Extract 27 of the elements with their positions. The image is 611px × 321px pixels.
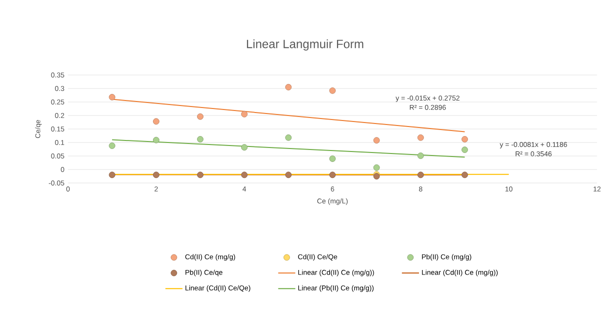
point bbox=[241, 172, 248, 178]
point bbox=[329, 87, 336, 94]
point bbox=[285, 172, 292, 178]
point bbox=[152, 172, 160, 178]
point bbox=[373, 137, 380, 144]
point bbox=[462, 136, 468, 142]
point bbox=[417, 152, 424, 159]
point bbox=[373, 164, 380, 171]
point bbox=[197, 136, 204, 142]
point bbox=[462, 172, 468, 178]
point bbox=[197, 113, 204, 120]
point bbox=[329, 155, 336, 162]
chart-title: Linear Langmuir Form bbox=[246, 39, 364, 51]
point bbox=[108, 172, 116, 178]
point bbox=[285, 134, 292, 141]
point bbox=[462, 146, 468, 153]
point bbox=[108, 142, 116, 149]
point bbox=[417, 172, 424, 178]
point bbox=[417, 134, 424, 141]
point bbox=[197, 172, 204, 178]
point bbox=[241, 110, 248, 118]
point bbox=[108, 94, 116, 100]
point bbox=[241, 144, 248, 151]
point bbox=[152, 136, 160, 144]
point bbox=[329, 172, 336, 178]
point bbox=[285, 84, 292, 90]
point bbox=[152, 118, 160, 125]
